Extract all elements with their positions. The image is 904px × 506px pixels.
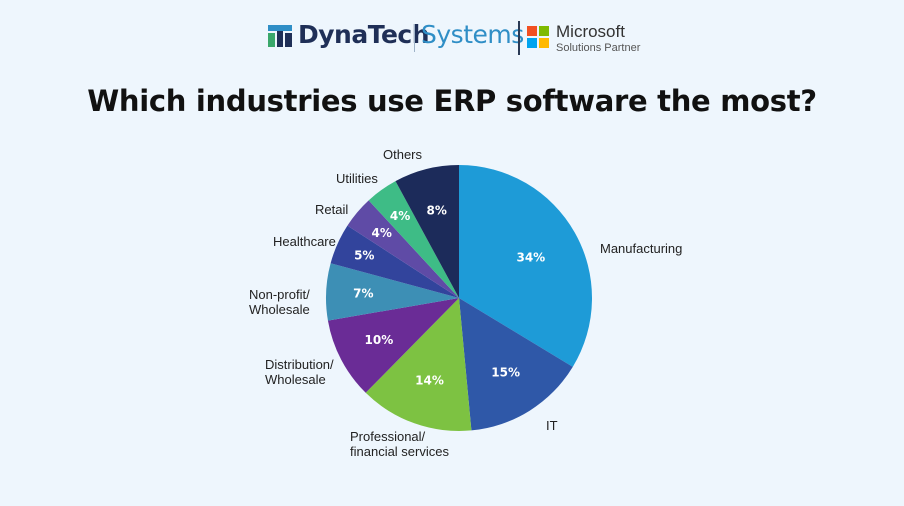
slice-category-label: Retail (315, 202, 348, 217)
pie-slice (365, 298, 472, 431)
pie-slice (327, 298, 459, 393)
slice-category-label: Professional/financial services (350, 429, 449, 459)
brand-name-dynatech: DynaTech (298, 20, 430, 49)
slice-category-label: Healthcare (273, 234, 336, 249)
slice-value-label: 8% (427, 203, 447, 217)
slice-value-label: 14% (415, 374, 444, 388)
partner-subtitle: Solutions Partner (556, 42, 641, 54)
pie-slice (395, 165, 459, 298)
header: DynaTech Systems Microsoft Solutions Par… (0, 18, 904, 58)
slice-category-label: Distribution/Wholesale (265, 357, 334, 387)
pie-slice (459, 298, 573, 431)
pie-slice (330, 225, 459, 298)
slice-value-label: 5% (354, 249, 374, 263)
partner-divider (518, 21, 520, 55)
pie-slice (325, 263, 459, 321)
microsoft-logo-icon (527, 26, 549, 48)
slice-category-label: IT (546, 418, 558, 433)
brand-name-systems: Systems (421, 20, 524, 49)
slice-value-label: 4% (390, 209, 410, 223)
partner-name: Microsoft (556, 22, 625, 41)
dynatech-logo-icon (268, 25, 292, 47)
slice-value-label: 34% (516, 251, 545, 265)
slice-value-label: 4% (371, 226, 391, 240)
slice-category-label: Utilities (336, 171, 378, 186)
slice-value-label: 10% (365, 333, 394, 347)
brand-divider (414, 24, 415, 52)
slice-value-label: 15% (491, 365, 520, 379)
slice-value-label: 7% (353, 287, 373, 301)
chart-title: Which industries use ERP software the mo… (87, 84, 817, 118)
slice-category-label: Others (383, 147, 423, 162)
slice-category-label: Manufacturing (600, 241, 682, 256)
pie-slice (459, 165, 592, 367)
pie-slice (347, 200, 459, 298)
slice-category-label: Non-profit/Wholesale (249, 287, 310, 317)
pie-slice (368, 181, 459, 298)
